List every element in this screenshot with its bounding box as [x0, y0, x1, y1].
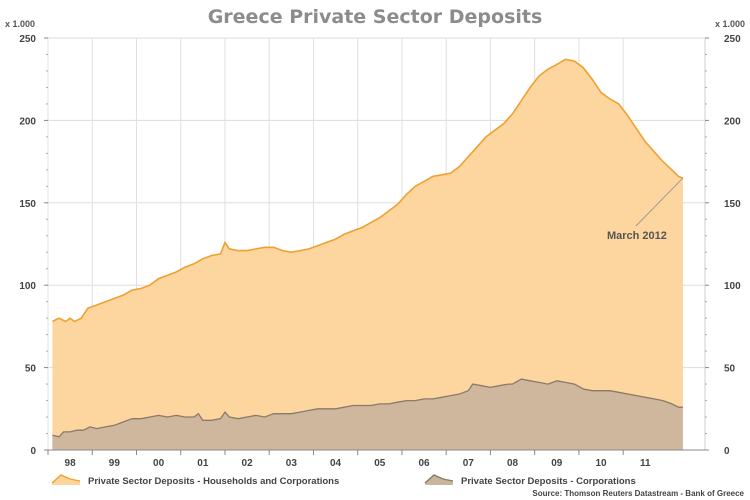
- x-tick-label: 02: [242, 458, 254, 469]
- y-axis-unit-right: x 1.000: [715, 19, 745, 29]
- x-tick-label: 10: [595, 458, 607, 469]
- y-tick-label-left: 100: [19, 281, 36, 292]
- x-tick-label: 09: [551, 458, 563, 469]
- series-line-corporations: [52, 378, 683, 438]
- chart-title: Greece Private Sector Deposits: [208, 6, 543, 28]
- y-tick-label-right: 200: [724, 116, 741, 127]
- y-tick-label-left: 0: [30, 446, 36, 457]
- source-note: Source: Thomson Reuters Datastream - Ban…: [532, 489, 744, 498]
- x-tick-label: 00: [153, 458, 165, 469]
- x-tick-label: 98: [65, 458, 77, 469]
- legend-label: Private Sector Deposits - Corporations: [461, 476, 636, 487]
- y-tick-label-right: 100: [724, 281, 741, 292]
- x-tick-label: 07: [463, 458, 475, 469]
- y-tick-label-left: 250: [19, 34, 36, 45]
- legend-label: Private Sector Deposits - Households and…: [88, 476, 339, 487]
- y-tick-label-right: 250: [724, 34, 741, 45]
- x-tick-label: 05: [374, 458, 386, 469]
- y-tick-label-right: 0: [724, 446, 730, 457]
- y-tick-label-right: 50: [724, 364, 736, 375]
- y-axis-unit-left: x 1.000: [5, 19, 35, 29]
- series-area-corporations: [52, 379, 683, 450]
- x-tick-label: 06: [418, 458, 430, 469]
- series-area-households-corporations: [52, 59, 683, 451]
- y-tick-label-left: 50: [25, 364, 37, 375]
- y-tick-label-left: 150: [19, 199, 36, 210]
- x-tick-label: 11: [640, 458, 651, 469]
- series-line-households-corporations: [52, 58, 684, 323]
- x-tick-label: 03: [286, 458, 298, 469]
- annotation-leader-line: [635, 177, 684, 227]
- y-tick-label-right: 150: [724, 199, 741, 210]
- x-tick-label: 99: [109, 458, 121, 469]
- x-tick-label: 01: [197, 458, 209, 469]
- y-tick-label-left: 200: [19, 116, 36, 127]
- legend-swatch-line: [424, 474, 454, 484]
- legend-swatch-line: [51, 474, 81, 484]
- x-tick-label: 04: [330, 458, 342, 469]
- x-tick-label: 08: [507, 458, 519, 469]
- annotation-march-2012: March 2012: [607, 230, 667, 242]
